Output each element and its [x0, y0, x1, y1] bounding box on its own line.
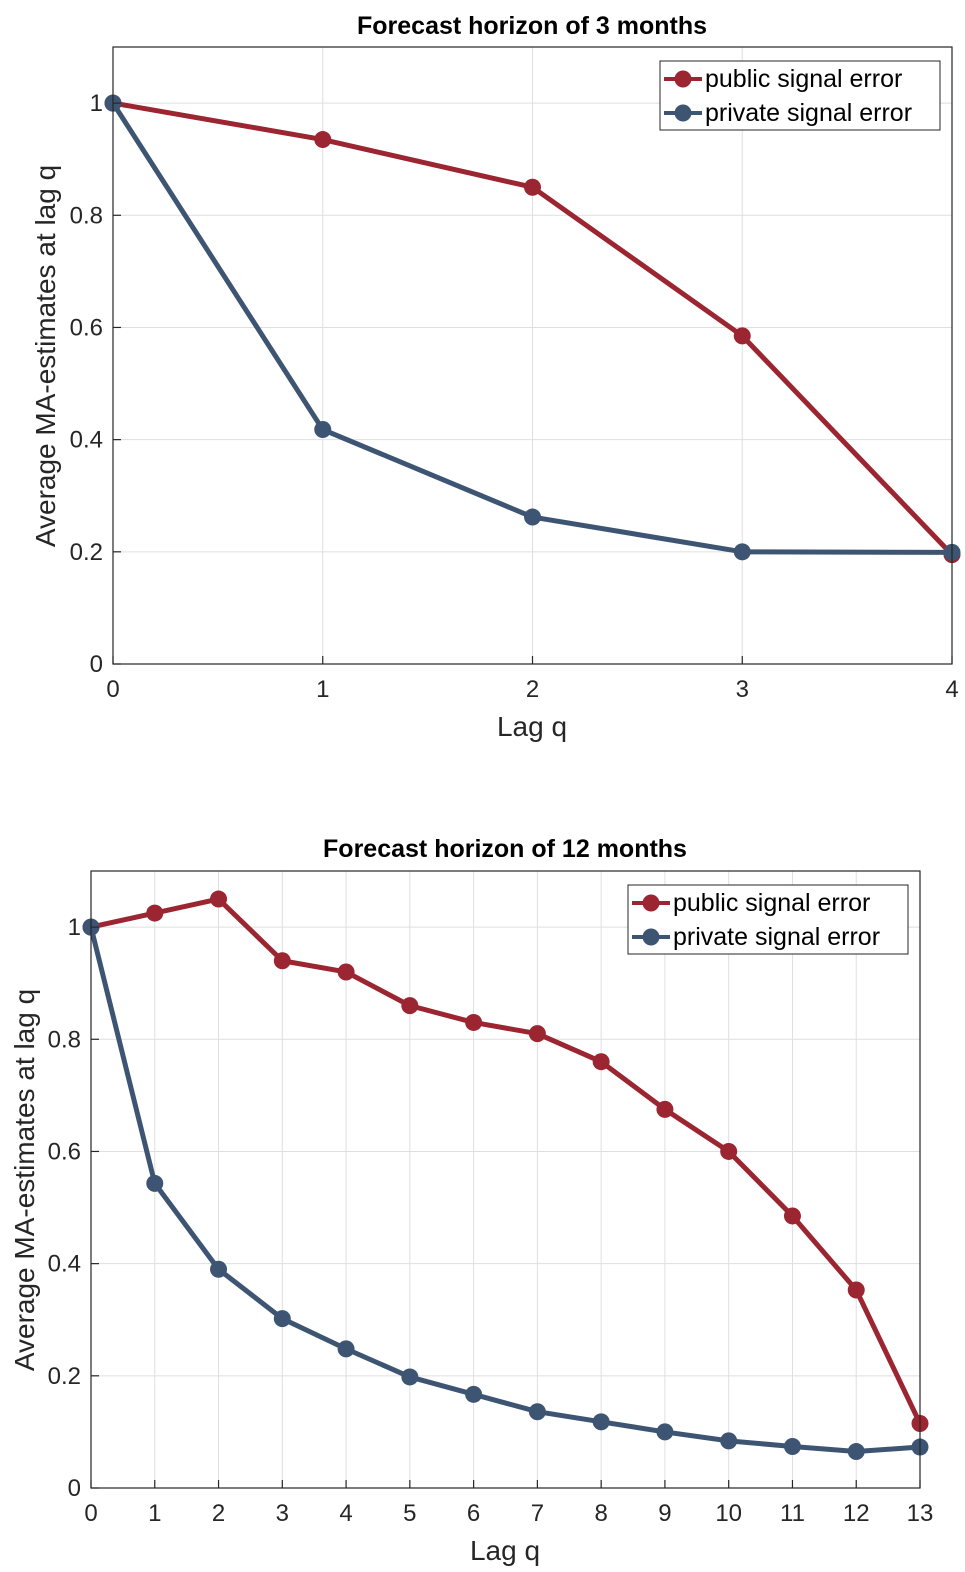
y-tick-label: 0	[68, 1475, 81, 1502]
data-point-public	[528, 1025, 546, 1043]
x-tick-label: 11	[780, 1500, 805, 1527]
x-axis-label: Lag q	[497, 711, 567, 742]
data-point-private	[337, 1340, 355, 1358]
grid	[90, 871, 921, 1489]
series-line-public	[90, 896, 923, 1425]
legend-marker-private	[674, 104, 692, 122]
legend: public signal error private signal error	[627, 884, 909, 955]
legend-box	[659, 60, 941, 131]
chart-title: Forecast horizon of 12 months	[323, 835, 687, 863]
x-tick-label: 2	[212, 1500, 225, 1527]
data-point-public	[524, 178, 541, 196]
y-axis-label: Average MA-estimates at lag q	[30, 165, 61, 547]
y-tick-label: 0.8	[48, 1026, 81, 1053]
x-tick-label: 2	[526, 676, 539, 703]
x-tick-label: 13	[907, 1500, 934, 1527]
grid	[112, 47, 953, 665]
plot-lines	[82, 890, 929, 1461]
legend-marker-public	[642, 894, 660, 912]
x-tick-label: 12	[843, 1500, 870, 1527]
x-tick-label: 5	[403, 1500, 416, 1527]
y-tick-label: 0.6	[70, 314, 103, 341]
y-tick-label: 0	[90, 651, 103, 678]
data-point-private	[524, 508, 541, 526]
legend-label-private: private signal error	[673, 923, 880, 951]
x-tick-label: 4	[339, 1500, 352, 1527]
data-point-private	[465, 1385, 483, 1403]
x-tick-label: 7	[531, 1500, 544, 1527]
x-tick-label: 6	[467, 1500, 480, 1527]
plot-lines	[104, 94, 961, 564]
x-tick-label: 3	[736, 676, 749, 703]
x-tick-label: 8	[594, 1500, 607, 1527]
data-point-public	[273, 952, 291, 970]
data-point-private	[314, 421, 332, 439]
data-point-public	[314, 131, 332, 149]
legend-marker-private	[642, 928, 660, 946]
data-point-private	[210, 1260, 228, 1278]
data-point-private	[783, 1437, 801, 1455]
y-tick-label: 0.8	[70, 202, 103, 229]
data-point-private	[146, 1174, 164, 1192]
legend: public signal error private signal error	[659, 60, 941, 131]
data-point-public	[592, 1053, 610, 1071]
series-line-private	[88, 926, 921, 1455]
data-point-public	[783, 1207, 801, 1225]
legend-label-public: public signal error	[673, 889, 870, 917]
data-point-public	[210, 890, 228, 908]
x-tick-label: 10	[715, 1500, 742, 1527]
data-point-public	[401, 997, 419, 1015]
data-point-private	[847, 1443, 865, 1461]
data-point-public	[146, 904, 164, 922]
x-tick-label: 0	[84, 1500, 97, 1527]
data-point-private	[592, 1413, 610, 1431]
y-tick-label: 0.6	[48, 1138, 81, 1165]
data-point-private	[733, 543, 751, 561]
data-point-private	[528, 1403, 546, 1421]
x-axis-label: Lag q	[470, 1535, 540, 1566]
legend-marker-public	[674, 70, 692, 88]
chart-12-month-horizon: Forecast horizon of 12 months Lag q Aver…	[9, 835, 933, 1566]
x-tick-label: 3	[276, 1500, 289, 1527]
x-tick-label: 9	[658, 1500, 671, 1527]
y-tick-label: 1	[68, 914, 81, 941]
y-tick-label: 1	[90, 90, 103, 117]
y-tick-label: 0.2	[48, 1363, 81, 1390]
data-point-private	[273, 1310, 291, 1328]
data-point-public	[720, 1142, 738, 1160]
x-tick-label: 4	[945, 676, 958, 703]
legend-label-private: private signal error	[705, 99, 912, 127]
data-point-private	[656, 1423, 674, 1441]
chart-3-month-horizon: Forecast horizon of 3 months Lag q Avera…	[30, 12, 961, 742]
data-point-public	[337, 963, 355, 981]
x-tick-label: 0	[106, 676, 119, 703]
y-tick-label: 0.4	[70, 427, 103, 454]
data-point-public	[465, 1013, 483, 1031]
axes-box	[90, 870, 921, 1489]
x-tick-label: 1	[148, 1500, 161, 1527]
data-point-private	[401, 1368, 419, 1386]
y-axis-label: Average MA-estimates at lag q	[9, 989, 40, 1371]
y-tick-label: 0.2	[70, 539, 103, 566]
data-point-private	[720, 1432, 738, 1450]
data-point-public	[733, 327, 751, 345]
legend-label-public: public signal error	[705, 65, 902, 93]
data-point-public	[656, 1100, 674, 1118]
tick-labels: 0 1 2 3 4 0 0.2 0.4 0.6 0.8 1	[70, 90, 959, 703]
y-tick-label: 0.4	[48, 1251, 81, 1278]
x-tick-label: 1	[316, 676, 329, 703]
chart-title: Forecast horizon of 3 months	[357, 12, 707, 40]
data-point-public	[847, 1281, 865, 1299]
legend-box	[627, 884, 909, 955]
